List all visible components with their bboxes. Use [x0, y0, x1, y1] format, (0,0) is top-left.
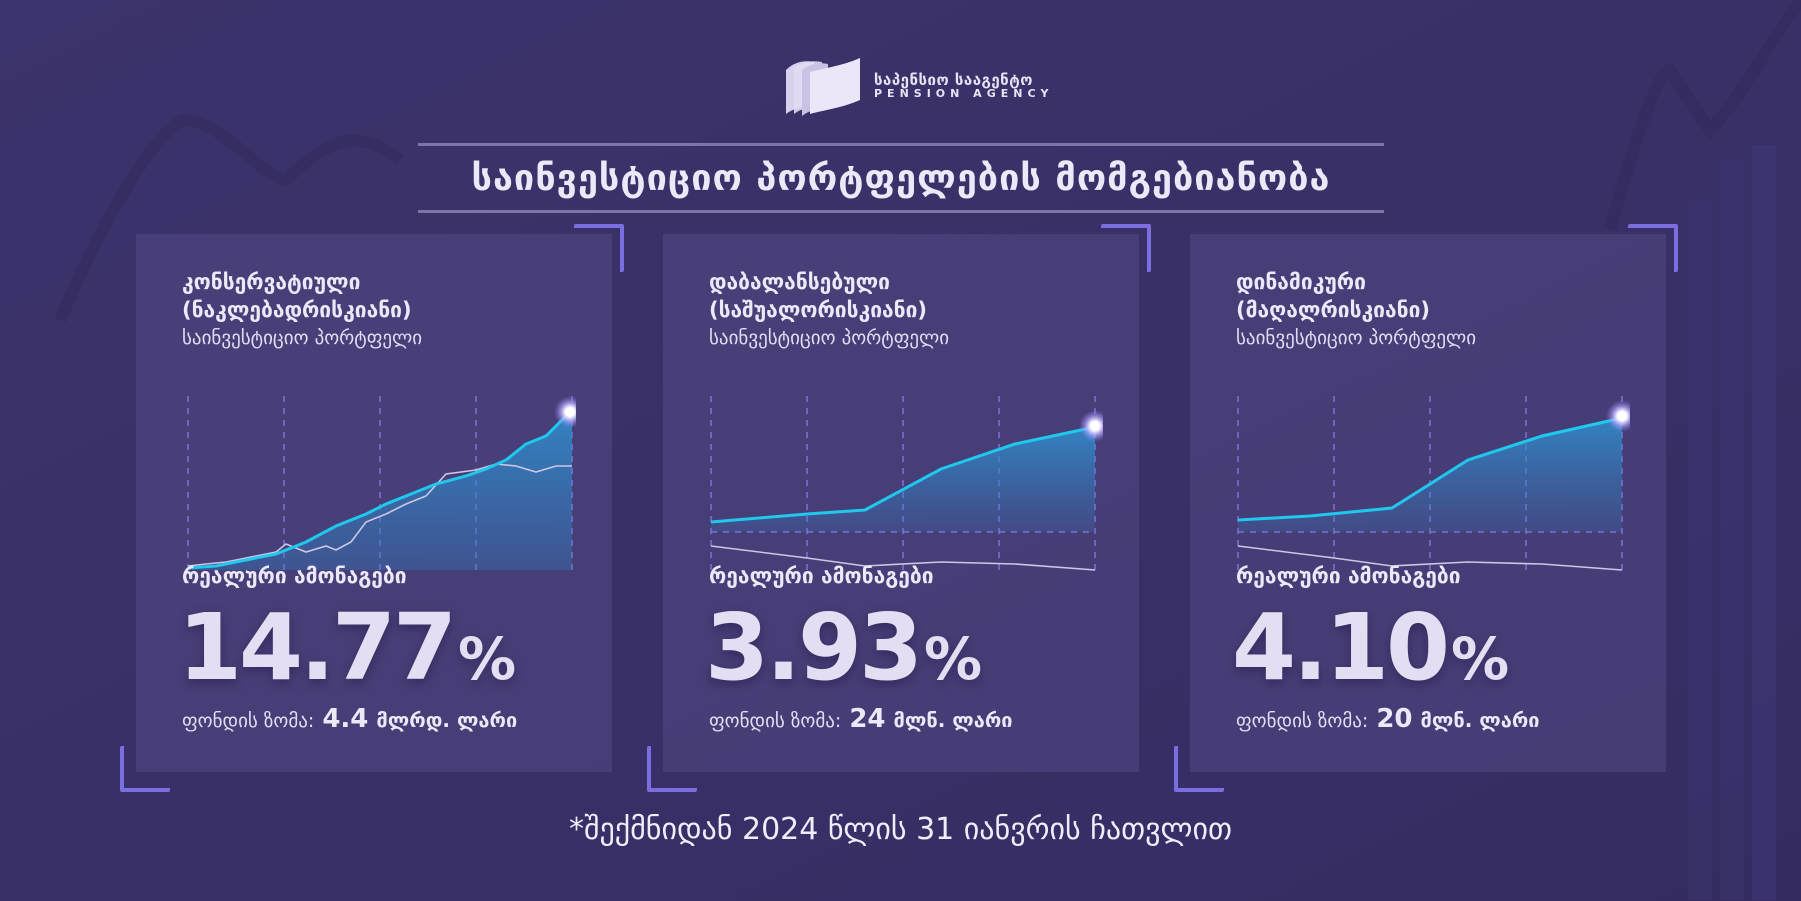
- book-pages-icon: [786, 58, 860, 116]
- corner-bracket-bottom-left: [120, 746, 170, 792]
- portfolio-type: დაბალანსებული: [709, 270, 890, 294]
- portfolio-type: კონსერვატიული: [182, 270, 361, 294]
- returns-number: 14.77: [178, 594, 457, 701]
- portfolio-card-balanced: დაბალანსებული (საშუალორისკიანი) საინვესტ…: [647, 224, 1151, 792]
- corner-bracket-bottom-left: [647, 746, 697, 792]
- page-title-frame: საინვესტიციო პორტფელების მომგებიანობა: [418, 143, 1384, 213]
- fund-size-label: ფონდის ზომა:: [1236, 710, 1369, 732]
- portfolio-card-conservative: კონსერვატიული (ნაკლებადრისკიანი) საინვეს…: [120, 224, 624, 792]
- line-chart-conservative: [187, 396, 576, 570]
- card-heading: კონსერვატიული (ნაკლებადრისკიანი) საინვეს…: [182, 268, 592, 352]
- percent-sign: %: [924, 625, 983, 693]
- portfolio-card-dynamic: დინამიკური (მაღალრისკიანი) საინვესტიციო …: [1174, 224, 1678, 792]
- returns-value: 14.77%: [178, 594, 516, 701]
- fund-size-value: 20: [1376, 704, 1413, 734]
- portfolio-risk: (საშუალორისკიანი): [709, 298, 928, 322]
- returns-value: 4.10%: [1232, 594, 1509, 701]
- line-chart-balanced: [710, 396, 1103, 571]
- portfolio-subtitle: საინვესტიციო პორტფელი: [182, 327, 423, 349]
- card-heading: დაბალანსებული (საშუალორისკიანი) საინვესტ…: [709, 268, 1119, 352]
- returns-label: რეალური ამონაგები: [1236, 564, 1461, 588]
- fund-size: ფონდის ზომა: 4.4 მლრდ. ლარი: [182, 704, 517, 734]
- percent-sign: %: [458, 625, 517, 693]
- fund-size: ფონდის ზომა: 20 მლნ. ლარი: [1236, 704, 1540, 734]
- fund-size-unit: მლრდ. ლარი: [376, 708, 518, 732]
- card-heading: დინამიკური (მაღალრისკიანი) საინვესტიციო …: [1236, 268, 1646, 352]
- portfolio-type: დინამიკური: [1236, 270, 1366, 294]
- returns-label: რეალური ამონაგები: [182, 564, 407, 588]
- corner-bracket-bottom-left: [1174, 746, 1224, 792]
- returns-number: 3.93: [705, 594, 923, 701]
- fund-size: ფონდის ზომა: 24 მლნ. ლარი: [709, 704, 1013, 734]
- corner-bracket-top-right: [1628, 224, 1678, 272]
- footnote: *შექმნიდან 2024 წლის 31 იანვრის ჩათვლით: [568, 812, 1233, 847]
- fund-size-unit: მლნ. ლარი: [893, 708, 1013, 732]
- page-title: საინვესტიციო პორტფელების მომგებიანობა: [471, 157, 1331, 199]
- portfolio-risk: (ნაკლებადრისკიანი): [182, 298, 412, 322]
- brand-logo: საპენსიო სააგენტო PENSION AGENCY: [784, 56, 1053, 116]
- line-chart-dynamic: [1237, 396, 1630, 571]
- returns-value: 3.93%: [705, 594, 982, 701]
- fund-size-value: 4.4: [322, 704, 369, 734]
- portfolio-subtitle: საინვესტიციო პორტფელი: [709, 327, 950, 349]
- fund-size-label: ფონდის ზომა:: [182, 710, 315, 732]
- fund-size-value: 24: [849, 704, 886, 734]
- fund-size-label: ფონდის ზომა:: [709, 710, 842, 732]
- corner-bracket-top-right: [1101, 224, 1151, 272]
- returns-label: რეალური ამონაგები: [709, 564, 934, 588]
- corner-bracket-top-right: [574, 224, 624, 272]
- returns-number: 4.10: [1232, 594, 1450, 701]
- fund-size-unit: მლნ. ლარი: [1420, 708, 1540, 732]
- portfolio-risk: (მაღალრისკიანი): [1236, 298, 1431, 322]
- portfolio-subtitle: საინვესტიციო პორტფელი: [1236, 327, 1477, 349]
- percent-sign: %: [1451, 625, 1510, 693]
- brand-name-english: PENSION AGENCY: [874, 87, 1054, 101]
- brand-name-georgian: საპენსიო სააგენტო: [874, 70, 1033, 89]
